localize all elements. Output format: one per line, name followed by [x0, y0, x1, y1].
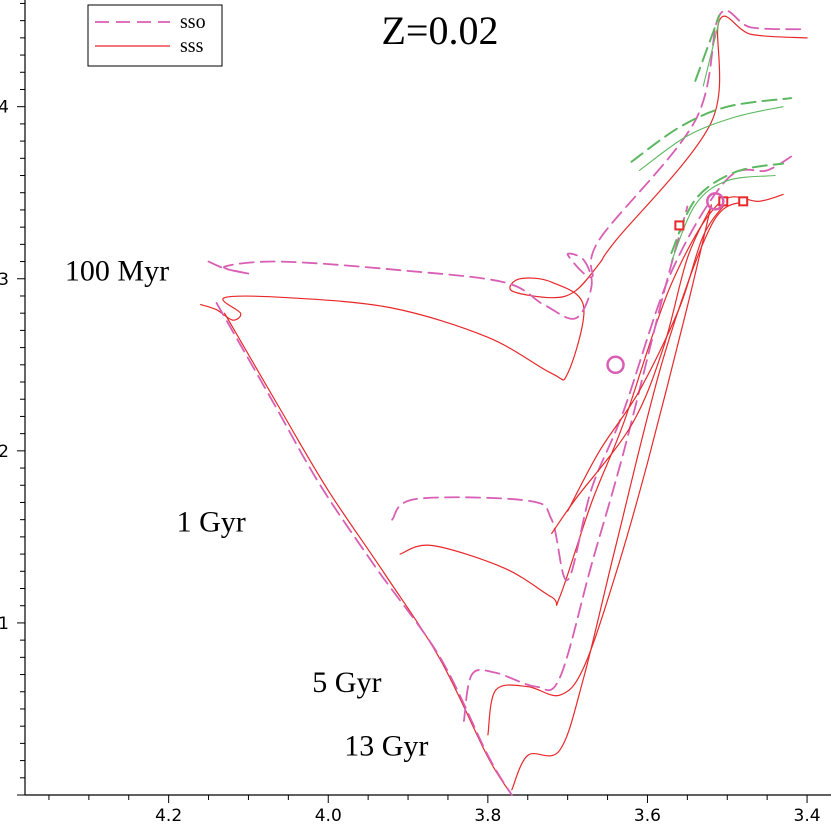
x-tick-label: 3.8	[474, 806, 501, 825]
isochrone-curve-branch	[638, 106, 784, 171]
isochrone-curve-branch	[670, 174, 776, 263]
x-tick-label: 3.6	[634, 806, 661, 825]
markers	[606, 192, 749, 375]
x-tick-label: 3.4	[794, 806, 821, 825]
plot-frame	[24, 0, 831, 796]
square-marker	[738, 196, 749, 207]
y-tick-label: 4	[0, 98, 9, 118]
isochrone-curve-sso	[391, 155, 792, 581]
isochrone-curve-sss	[551, 205, 712, 534]
isochrone-curve-branch-dash	[694, 14, 721, 82]
axis-ticks	[17, 2, 808, 803]
tick-labels: 4.2 4.0 3.8 3.6 3.4 1 2 3 4	[0, 98, 821, 825]
isochrone-curve-branch	[702, 20, 720, 87]
square-marker	[674, 220, 685, 231]
isochrone-age-label: 1 Gyr	[177, 506, 246, 539]
y-tick-label: 2	[0, 442, 9, 462]
legend-label-sss: sss	[180, 35, 204, 57]
y-tick-label: 1	[0, 614, 9, 634]
legend-box	[87, 4, 223, 67]
isochrone-curve-sss	[567, 200, 728, 512]
isochrone-labels: 100 Myr 1 Gyr 5 Gyr 13 Gyr	[65, 254, 428, 762]
x-tick-label: 4.2	[155, 806, 182, 825]
legend-label-sso: sso	[180, 11, 206, 33]
chart-title: Z=0.02	[382, 8, 499, 53]
circle-marker	[706, 192, 725, 211]
isochrone-curve-sso	[207, 9, 808, 320]
isochrone-age-label: 5 Gyr	[312, 666, 381, 699]
isochrone-curve-sso	[463, 205, 689, 722]
isochrone-curve-branch-dash	[670, 162, 785, 254]
isochrone-curve-sss	[487, 204, 712, 736]
x-tick-label: 4.0	[315, 806, 342, 825]
isochrone-curve-sss	[223, 312, 513, 796]
isochrone-curve-branch-dash	[630, 97, 793, 163]
isochrone-curve-sss	[511, 200, 744, 791]
legend: sso sss	[87, 4, 223, 67]
y-tick-label: 3	[0, 270, 9, 290]
isochrone-curve-sss	[200, 15, 808, 381]
isochrone-curve-sso	[215, 302, 513, 796]
isochrone-curves	[200, 9, 808, 796]
isochrone-age-label: 13 Gyr	[344, 729, 428, 762]
isochrone-age-label: 100 Myr	[65, 254, 169, 287]
circle-marker	[606, 355, 625, 375]
